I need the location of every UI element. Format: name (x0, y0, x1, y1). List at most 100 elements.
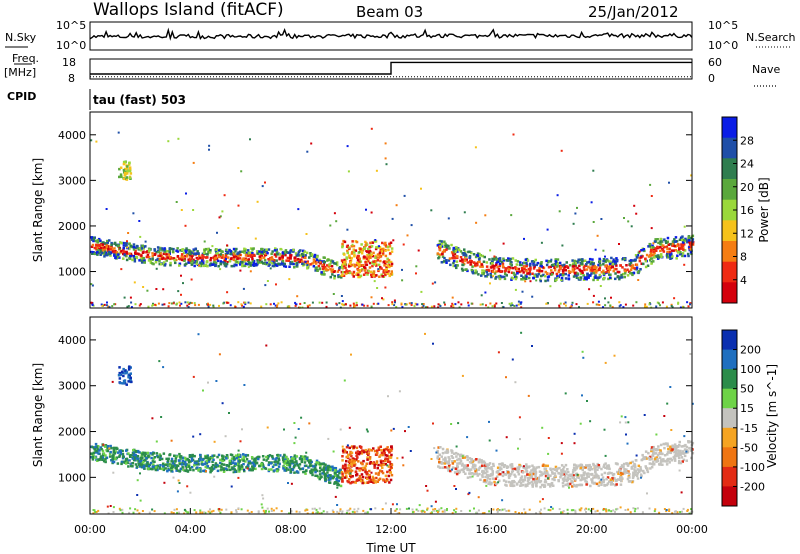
v-echo-cell (560, 464, 564, 467)
v-echo-cell (438, 466, 442, 469)
p-echo-cell (131, 258, 134, 262)
v-echo-cell (648, 462, 652, 465)
p-clutter-cell (111, 305, 114, 308)
p-cluster-cell (341, 244, 344, 247)
v-echo-cell (465, 466, 468, 469)
p-clutter-cell (90, 301, 93, 304)
p-echo-cell (309, 252, 312, 255)
p-echo-cell (134, 255, 138, 259)
p-speckle-cell (451, 296, 454, 299)
v-echo-cell (473, 472, 476, 476)
p-clutter-cell (152, 302, 154, 305)
v-echo-cell (511, 484, 515, 488)
v-echo-cell (478, 466, 481, 470)
v-echo-cell (591, 478, 594, 481)
nsky-series-line (89, 27, 693, 41)
p-echo-cell (523, 277, 527, 280)
v-echo-cell (524, 483, 527, 487)
p-echo-cell (281, 255, 284, 259)
v-clutter-cell (362, 509, 365, 512)
v-cluster-cell (377, 463, 380, 467)
v-echo-cell (685, 459, 688, 462)
v-echo-cell (469, 475, 472, 479)
p-echo-cell (615, 267, 618, 271)
v-echo-cell (114, 450, 117, 453)
v-echo-cell (96, 459, 99, 462)
p-speckle-cell (480, 294, 483, 297)
v-echo-cell (97, 452, 100, 455)
p-echo-cell (195, 262, 199, 266)
v-echo-cell (535, 481, 539, 485)
v-echo-cell (560, 469, 563, 472)
p-cluster-cell (387, 248, 390, 252)
v-echo-cell (269, 462, 273, 465)
v-echo-cell (466, 476, 470, 479)
p-echo-cell (305, 251, 309, 255)
p-echo-cell (507, 265, 511, 269)
p-echo-cell (157, 250, 161, 254)
p-echo-cell (608, 262, 612, 266)
p-echo-cell (288, 251, 292, 255)
v-cluster-cell (345, 451, 348, 454)
p-clutter-cell (395, 306, 398, 308)
v-echo-cell (309, 471, 313, 475)
p-echo-cell (532, 263, 535, 267)
v-echo-cell (124, 458, 128, 461)
v-echo-cell (324, 478, 327, 482)
v-echo-cell (468, 457, 472, 460)
p-echo-cell (636, 254, 640, 257)
p-echo-cell (663, 246, 666, 249)
p-echo-cell (652, 250, 655, 253)
p-echo-cell (136, 245, 139, 248)
p-speckle-cell (126, 246, 129, 249)
v-echo-cell (615, 483, 618, 486)
v-echo-cell (606, 465, 609, 468)
p-cluster-cell (359, 249, 362, 252)
p-speckle-cell (332, 293, 335, 295)
v-echo-cell (661, 458, 664, 461)
p-speckle-cell (190, 278, 193, 281)
v-echo-cell (143, 467, 146, 470)
p-echo-cell (607, 265, 611, 269)
v-clutter-cell (381, 508, 384, 511)
p-echo-cell (322, 256, 325, 259)
v-echo-cell (530, 469, 533, 472)
p-echo-cell (588, 266, 592, 270)
p-echo-cell (185, 262, 188, 265)
v-echo-cell (135, 456, 139, 460)
p-echo-cell (223, 264, 227, 267)
v-echo-cell (485, 479, 489, 482)
p-echo-cell (550, 269, 553, 272)
p-cluster-cell (366, 250, 369, 253)
v-echo-cell (534, 470, 538, 474)
p-cluster-cell (376, 253, 380, 256)
v-echo-cell (101, 449, 105, 453)
p-echo-cell (613, 267, 616, 271)
p-echo-cell (304, 254, 307, 257)
v-echo-cell (127, 465, 130, 468)
v-echo-cell (557, 471, 560, 475)
v-echo-cell (589, 466, 592, 469)
p-echo-cell (165, 259, 168, 262)
v-echo-cell (335, 477, 338, 481)
v-echo-cell (466, 455, 469, 459)
p-echo-cell (248, 261, 251, 265)
v-echo-cell (196, 463, 200, 466)
v-echo-cell (620, 464, 624, 467)
p-echo-cell (587, 265, 590, 269)
v-echo-cell (306, 459, 310, 462)
p-echo-cell (525, 269, 528, 273)
v-echo-cell (111, 455, 115, 459)
v-echo-cell (264, 467, 268, 470)
p-echo-cell (189, 252, 192, 256)
p-clutter-cell (508, 302, 511, 305)
p-echo-cell (539, 278, 542, 281)
p-echo-cell (158, 262, 161, 266)
v-echo-cell (126, 461, 130, 465)
p-clutter-cell (510, 302, 513, 305)
p-echo-cell (185, 251, 188, 254)
p-echo-cell (661, 247, 664, 251)
p-speckle-cell (288, 278, 291, 281)
p-echo-cell (122, 257, 125, 260)
freq-unit-label: [MHz] (4, 66, 36, 79)
